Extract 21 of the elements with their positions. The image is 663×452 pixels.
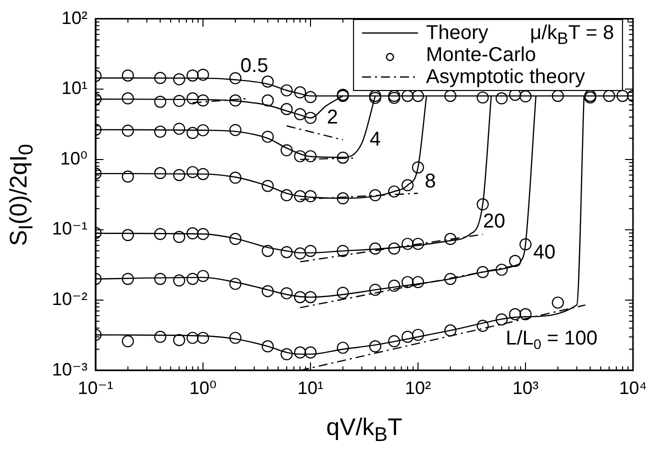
x-tick-label: 10³ <box>512 378 539 398</box>
y-tick-label: 10⁻¹ <box>52 218 88 239</box>
y-tick-label: 10⁻² <box>52 289 88 310</box>
legend-label: Theory <box>426 22 488 44</box>
y-tick-label: 10² <box>62 8 88 28</box>
x-tick-label: 10² <box>405 378 432 398</box>
x-tick-label: 10⁴ <box>619 378 647 398</box>
y-tick-label: 10¹ <box>62 78 88 98</box>
x-tick-label: 10⁰ <box>189 378 217 398</box>
annotation: 0.5 <box>240 54 268 77</box>
x-axis-title: qV/k$_{B}$T <box>325 414 404 447</box>
y-tick-label: 10⁰ <box>60 148 88 168</box>
annotation: 8 <box>424 170 436 192</box>
annotation: 20 <box>482 210 506 232</box>
x-tick-label: 10⁻¹ <box>78 378 114 398</box>
x-tick-label: 10¹ <box>298 378 324 398</box>
annotation: 4 <box>370 128 381 150</box>
y-tick-label: 10⁻³ <box>52 359 88 380</box>
annotation: 2 <box>326 106 338 128</box>
annotation: 40 <box>533 241 556 264</box>
legend-label: Asymptotic theory <box>426 66 585 88</box>
